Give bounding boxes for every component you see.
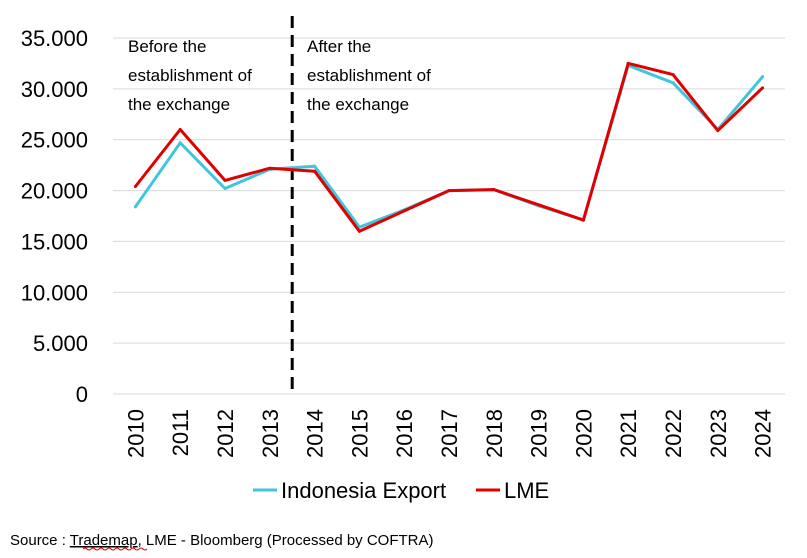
- data-point: [313, 164, 317, 168]
- x-tick-label: 2014: [303, 409, 328, 458]
- x-tick-label: 2023: [706, 409, 731, 458]
- data-point: [178, 128, 182, 132]
- annotation-before: Before the establishment of the exchange: [128, 37, 252, 114]
- x-tick-label: 2020: [571, 409, 596, 458]
- data-point: [581, 218, 585, 222]
- data-point: [402, 209, 406, 213]
- legend-label-lme: LME: [504, 478, 549, 503]
- data-point: [537, 203, 541, 207]
- source-note: Source : Trademap, LME - Bloomberg (Proc…: [10, 532, 434, 549]
- annotation-after: After the establishment of the exchange: [307, 37, 431, 114]
- y-tick-label: 25.000: [21, 128, 88, 153]
- data-point: [133, 205, 137, 209]
- y-axis: 0 5.000 10.000 15.000 20.000 25.000 30.000 35.0…: [21, 26, 88, 407]
- series-line-indonesia-export: [134, 64, 764, 229]
- source-rest: , LME - Bloomberg (Processed by COFTRA): [138, 532, 434, 549]
- y-tick-label: 15.000: [21, 229, 88, 254]
- data-point: [447, 189, 451, 193]
- legend-label-indonesia-export: Indonesia Export: [281, 478, 446, 503]
- data-point: [357, 229, 361, 233]
- y-tick-label: 10.000: [21, 280, 88, 305]
- annotation-before-line-2: establishment of: [128, 66, 252, 85]
- annotation-after-line-3: the exchange: [307, 95, 409, 114]
- y-tick-label: 30.000: [21, 77, 88, 102]
- x-tick-label: 2021: [616, 409, 641, 458]
- data-point: [178, 141, 182, 145]
- x-tick-label: 2016: [392, 409, 417, 458]
- data-point: [133, 185, 137, 189]
- data-point: [268, 166, 272, 170]
- data-point: [761, 75, 765, 79]
- x-tick-label: 2010: [123, 409, 148, 458]
- spellcheck-squiggle: [82, 547, 148, 551]
- x-tick-label: 2022: [661, 409, 686, 458]
- data-point: [716, 129, 720, 133]
- x-tick-label: 2011: [168, 409, 193, 456]
- x-tick-label: 2018: [482, 409, 507, 458]
- y-tick-label: 0: [76, 382, 88, 407]
- annotation-after-line-2: establishment of: [307, 66, 431, 85]
- y-tick-label: 20.000: [21, 179, 88, 204]
- legend: Indonesia Export LME: [253, 478, 549, 503]
- source-prefix: Source :: [10, 532, 70, 549]
- data-point: [492, 188, 496, 192]
- x-tick-label: 2013: [258, 409, 283, 458]
- y-tick-label: 5.000: [33, 331, 88, 356]
- annotation-after-line-1: After the: [307, 37, 371, 56]
- source-trademap: Trademap: [70, 532, 138, 549]
- annotation-before-line-1: Before the: [128, 37, 206, 56]
- x-tick-label: 2012: [213, 409, 238, 458]
- annotation-before-line-3: the exchange: [128, 95, 230, 114]
- data-point: [313, 169, 317, 173]
- series-lines: [133, 61, 765, 233]
- data-point: [671, 73, 675, 77]
- x-tick-label: 2019: [527, 409, 552, 458]
- y-tick-label: 35.000: [21, 26, 88, 51]
- data-point: [223, 178, 227, 182]
- data-point: [761, 86, 765, 90]
- x-tick-label: 2024: [751, 409, 776, 458]
- data-point: [626, 61, 630, 65]
- data-point: [223, 187, 227, 191]
- gridlines: [113, 37, 785, 395]
- x-axis: 2010 2011 2012 2013 2014 2015 2016 2017 2018 2019…: [123, 409, 775, 458]
- x-tick-label: 2015: [347, 409, 372, 458]
- x-tick-label: 2017: [437, 409, 462, 458]
- data-point: [671, 81, 675, 85]
